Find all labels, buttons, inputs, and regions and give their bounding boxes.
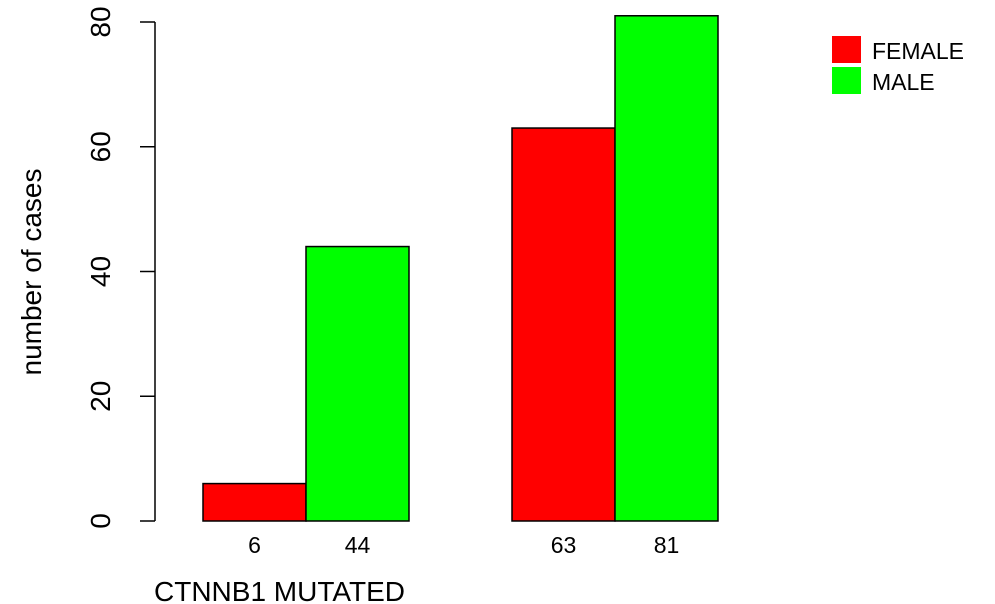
bar-male	[614, 15, 719, 522]
bar-value-label: 63	[551, 532, 577, 558]
legend-swatch-male	[832, 67, 861, 94]
bar-male	[305, 245, 410, 522]
y-tick-label: 80	[85, 6, 116, 37]
y-tick-label: 0	[85, 513, 116, 529]
bar-value-labels: 6 44 63 81	[248, 532, 679, 558]
legend-swatch-female	[832, 36, 861, 63]
y-axis: 0 20 40 60 80	[85, 6, 156, 529]
bar-value-label: 6	[248, 532, 261, 558]
y-tick-label: 60	[85, 131, 116, 162]
legend-label-female: FEMALE	[872, 38, 964, 64]
y-axis-title: number of cases	[16, 169, 47, 376]
y-tick-label: 40	[85, 256, 116, 287]
bars-layer	[202, 15, 719, 522]
x-axis-title: CTNNB1 MUTATED	[154, 576, 405, 604]
bar-value-label: 44	[345, 532, 371, 558]
legend-label-male: MALE	[872, 69, 935, 95]
bar-female	[511, 127, 616, 522]
legend: FEMALE MALE	[832, 36, 964, 95]
bar-value-label: 81	[654, 532, 680, 558]
bar-female	[202, 482, 307, 522]
y-tick-label: 20	[85, 381, 116, 412]
